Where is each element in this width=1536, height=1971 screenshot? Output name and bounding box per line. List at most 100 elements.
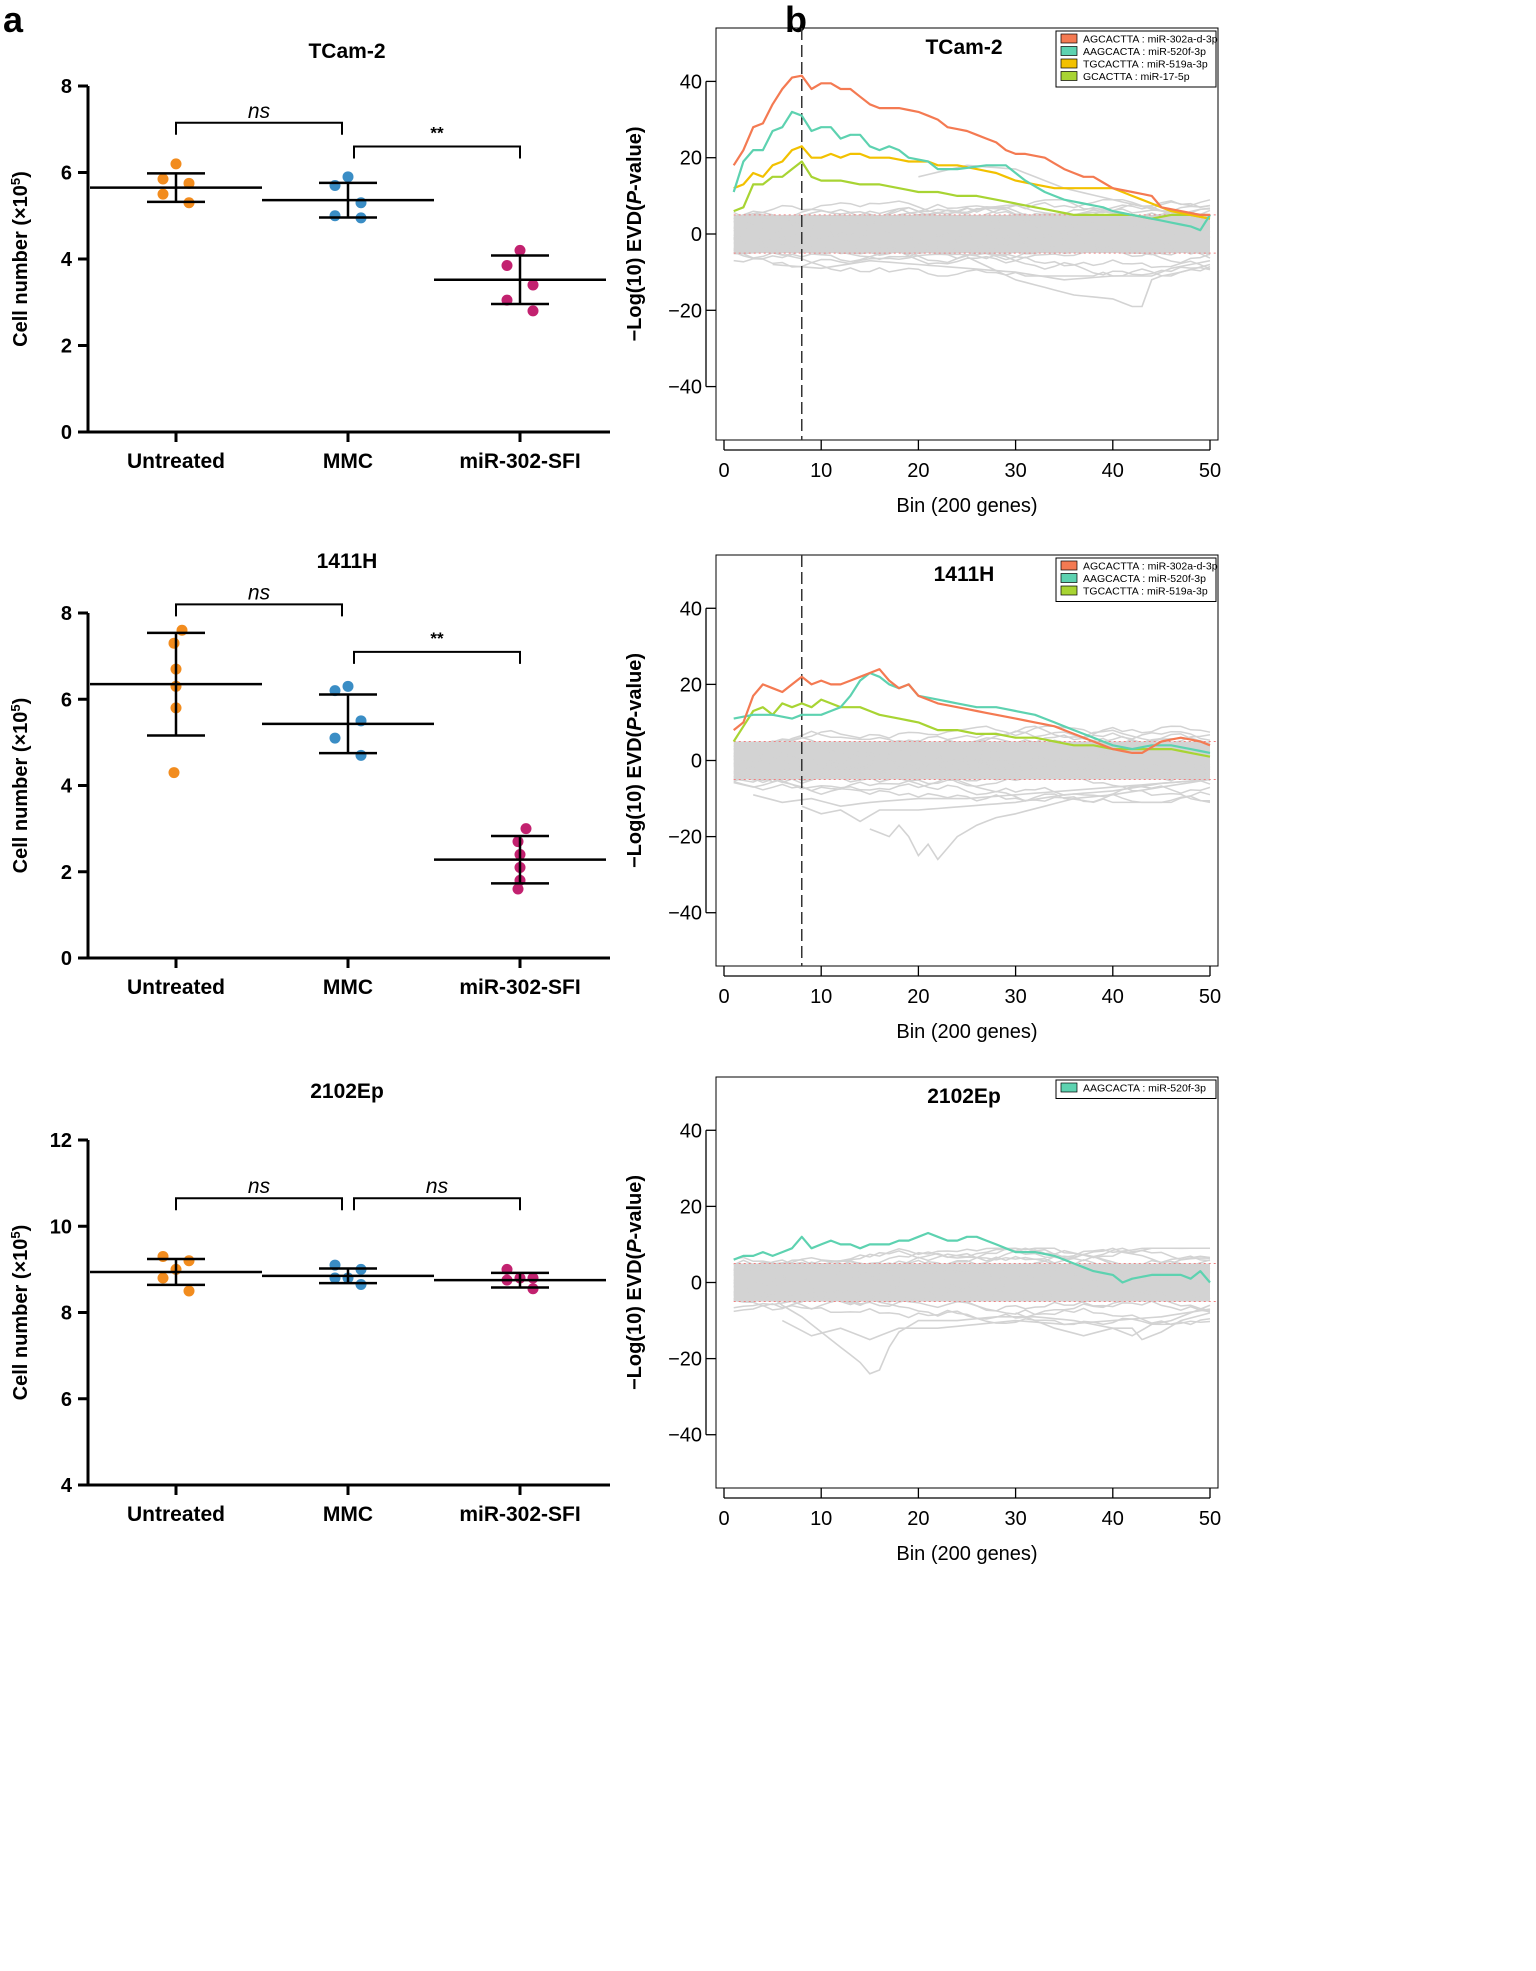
data-point [329,210,341,222]
x-axis-label: Bin (200 genes) [896,495,1037,517]
category-label: miR-302-SFI [459,976,580,999]
y-axis-label-close: ) [10,171,32,178]
significance-label: ns [248,581,271,604]
x-tick-label: 40 [1102,1508,1124,1530]
data-point [512,883,524,895]
y-tick-label: 2 [61,336,72,358]
chart-title: 2102Ep [927,1085,1001,1108]
background-line [733,736,1211,785]
y-axis-label-text: −Log(10) EVD( [624,730,646,868]
legend-box [1055,1079,1217,1099]
data-point [520,823,532,835]
y-tick-label: 0 [691,751,702,773]
y-tick-label: 10 [50,1216,72,1238]
background-line [733,742,1211,772]
x-tick-label: 30 [1004,986,1026,1008]
y-axis-label-tail: -value) [624,126,646,190]
category-label: miR-302-SFI [459,1503,580,1526]
bracket-line [353,145,521,159]
background-line [733,229,1211,264]
y-axis-label-text: −Log(10) EVD( [624,204,646,342]
data-point [514,244,526,256]
legend-label: AAGCACTA : miR-520f-3p [1083,573,1206,585]
legend: AAGCACTA : miR-520f-3p [1055,1079,1217,1099]
background-line [733,1247,1211,1273]
data-point [527,1272,539,1284]
x-tick-label: 0 [718,1508,729,1530]
y-axis-label-text: −Log(10) EVD( [624,1252,646,1390]
background-line [733,249,1211,277]
evd-plot-3: 0 10 20 30 40 50 Bin (200 genes) −40 −20 0 20 40 −Lo… [624,27,1221,517]
background-line [733,213,1211,250]
x-tick-label: 40 [1102,460,1124,482]
y-tick-label: 20 [680,148,702,170]
data-point [170,158,182,170]
x-tick-label: 10 [810,1508,832,1530]
category-label: MMC [323,976,373,999]
category-label: Untreated [127,450,225,473]
x-tick-label: 30 [1004,460,1026,482]
background-line [733,752,1211,777]
y-axis-label-text: Cell number (×10 [10,1239,32,1401]
category-label: Untreated [127,976,225,999]
y-tick-label: 12 [50,1130,72,1152]
background-line [733,203,1211,220]
significance-bracket: ns [175,1175,343,1211]
y-tick-label: 20 [680,674,702,696]
legend-swatch [1060,46,1078,56]
background-line [733,725,1211,750]
x-tick-label: 0 [718,460,729,482]
legend-swatch [1060,573,1078,583]
group-mir-302-sfi [434,1263,606,1295]
evd-plot-5: 0 10 20 30 40 50 Bin (200 genes) −40 −20 0 20 40 −Lo… [624,1076,1221,1565]
legend-box [1055,30,1217,88]
bracket-line [175,1197,343,1211]
y-tick-label: −20 [668,300,702,322]
significance-label: ns [248,100,271,123]
background-line [733,1291,1211,1313]
data-point [355,749,367,761]
y-axis-label-italic: P [624,717,646,731]
background-line [733,725,1211,765]
y-tick-label: −20 [668,827,702,849]
dot-plot-2: 2102Ep 4 6 8 10 12 Cell number (×105) Untreated… [8,1080,610,1526]
y-axis-label-close: ) [10,698,32,705]
bracket-line [175,603,343,617]
data-point [342,680,354,692]
background-outlier-line [1015,1312,1211,1341]
y-tick-label: 4 [61,249,73,271]
significance-bracket: ns [175,100,343,135]
background-line [733,1271,1211,1298]
background-outlier-line [762,1289,1211,1375]
y-tick-label: 6 [61,689,72,711]
data-point [527,305,539,317]
x-tick-label: 50 [1199,460,1221,482]
data-point [355,1278,367,1290]
y-axis-label: −Log(10) EVD(P-value) [624,126,646,341]
background-distribution [733,725,1211,861]
group-untreated [90,158,262,209]
y-axis-label-sup: 5 [8,1231,23,1238]
group-untreated [90,1250,262,1297]
y-axis-label-close: ) [10,1225,32,1232]
y-axis-label: Cell number (×105) [8,171,33,347]
group-untreated [90,624,262,779]
background-line [733,200,1211,228]
legend-label: AAGCACTA : miR-520f-3p [1083,1083,1206,1095]
background-line [733,236,1211,270]
y-tick-label: −40 [668,1425,702,1447]
y-tick-label: 6 [61,163,72,185]
group-mmc [262,1259,434,1290]
y-tick-label: 4 [61,1475,73,1497]
significance-bracket: ns [353,1175,521,1211]
x-tick-label: 20 [907,986,929,1008]
y-tick-label: 0 [691,1273,702,1295]
significance-label: ns [426,1175,449,1198]
chart-title: 2102Ep [310,1080,384,1103]
y-axis-label: −Log(10) EVD(P-value) [624,1175,646,1390]
y-tick-label: 6 [61,1389,72,1411]
y-tick-label: 8 [61,1303,72,1325]
group-mir-302-sfi [434,244,606,317]
